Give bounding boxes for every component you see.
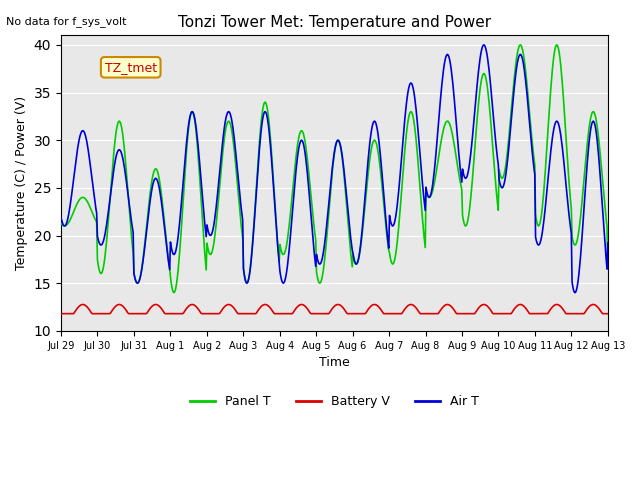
- Text: TZ_tmet: TZ_tmet: [105, 61, 157, 74]
- Legend: Panel T, Battery V, Air T: Panel T, Battery V, Air T: [185, 390, 484, 413]
- Y-axis label: Temperature (C) / Power (V): Temperature (C) / Power (V): [15, 96, 28, 270]
- Title: Tonzi Tower Met: Temperature and Power: Tonzi Tower Met: Temperature and Power: [178, 15, 491, 30]
- Text: No data for f_sys_volt: No data for f_sys_volt: [6, 16, 127, 27]
- X-axis label: Time: Time: [319, 356, 349, 369]
